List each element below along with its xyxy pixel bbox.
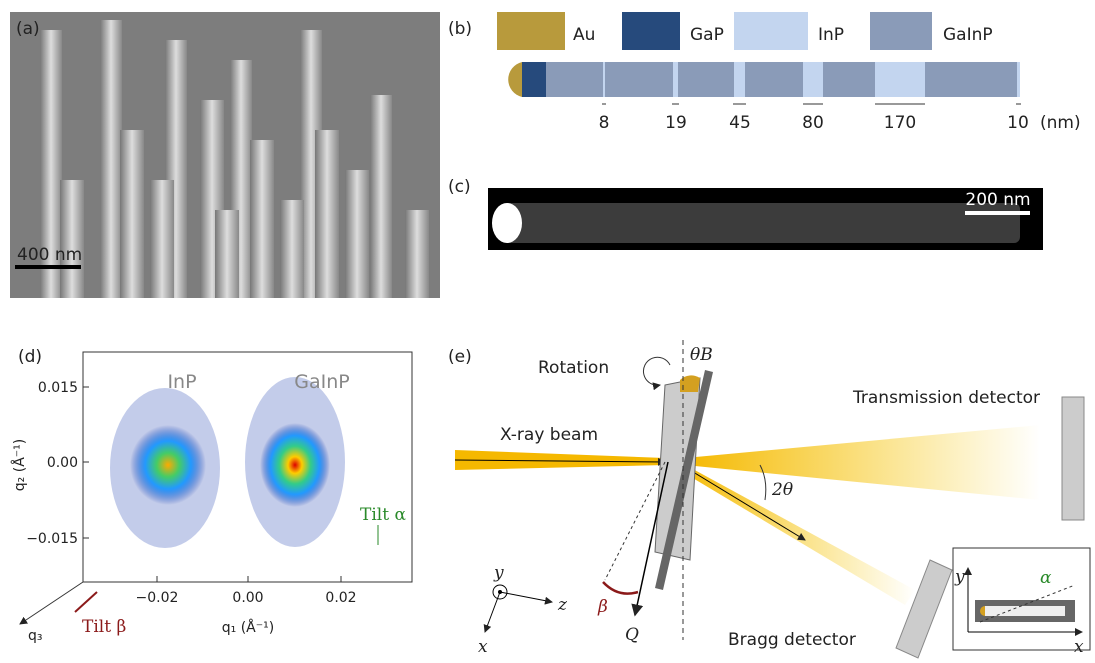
legend-label: InP [818,25,844,45]
axis-label: y [493,563,504,583]
segment-label: 19 [665,113,687,133]
legend-label: GaInP [943,25,993,45]
panel-label: (e) [448,347,472,367]
y-tick-label: −0.015 [26,531,78,547]
inset-wire [985,606,1065,616]
scale-bar-label: 400 nm [17,245,82,265]
au-tip [492,203,522,243]
bragg-label: Bragg detector [728,630,856,650]
panel-label: (d) [18,347,42,367]
panel-label: (b) [448,19,472,39]
inset [953,548,1090,650]
legend-swatch [622,12,680,50]
rotation-arrow [643,357,670,385]
z-axis [500,592,552,602]
tilt-beta-label: Tilt β [82,617,126,637]
legend-swatch [870,12,932,50]
y-tick-label: 0.00 [47,455,78,471]
beta-arc [603,582,638,594]
inset-axis-label: x [1074,637,1084,657]
segment-label: 170 [884,113,916,133]
panel-label: (a) [16,19,40,39]
k-vector [680,464,805,540]
theta-b-label: θB [690,345,713,365]
segment-label: 45 [729,113,751,133]
legend-swatch [497,12,565,50]
bragg-detector [896,560,952,658]
segment-label: 10 [1007,113,1029,133]
segment-label: 8 [599,113,610,133]
panel-label: (c) [448,177,471,197]
unit-label: (nm) [1040,113,1081,133]
x-tick-label: 0.02 [325,590,356,606]
wire-image [500,203,1020,243]
alpha-label: α [1040,568,1052,588]
inset-axis-label: y [954,567,965,587]
scale-bar-label: 200 nm [965,190,1030,210]
tilt-alpha-label: Tilt α [360,505,406,525]
scale-bar [965,211,1030,215]
transmitted-beam [685,425,1040,500]
z-axis-label: q₃ [28,628,43,644]
rotation-label: Rotation [538,358,609,378]
q3-axis [20,582,83,624]
tilt-arrow [75,592,97,612]
q-label: Q [625,625,639,645]
y-axis-label: q₂ (Å⁻¹) [11,439,28,491]
legend-label: Au [573,25,595,45]
x-tick-label: −0.02 [136,590,179,606]
axis-label: x [478,637,488,657]
region-label: GaInP [294,371,349,393]
beam-label: X-ray beam [500,425,598,445]
intensity-peak [260,423,330,507]
legend-label: GaP [690,25,724,45]
transmission-label: Transmission detector [852,388,1040,408]
nanowire-schematic [508,62,1021,104]
y-tick-label: 0.015 [38,380,78,396]
region-label: InP [167,371,196,393]
axis-label: z [557,595,568,615]
figure: (a) 400 nm (b) Au GaP InP GaInP 8 19 45 … [0,0,1095,659]
transmission-detector [1062,397,1084,520]
two-theta-label: 2θ [771,480,793,500]
legend-swatch [734,12,808,50]
x-axis [485,592,500,632]
intensity-peak [130,425,206,505]
x-tick-label: 0.00 [232,590,263,606]
segment-label: 80 [802,113,824,133]
x-axis-label: q₁ (Å⁻¹) [222,619,274,636]
scale-bar [15,265,81,269]
beta-label: β [597,597,608,617]
